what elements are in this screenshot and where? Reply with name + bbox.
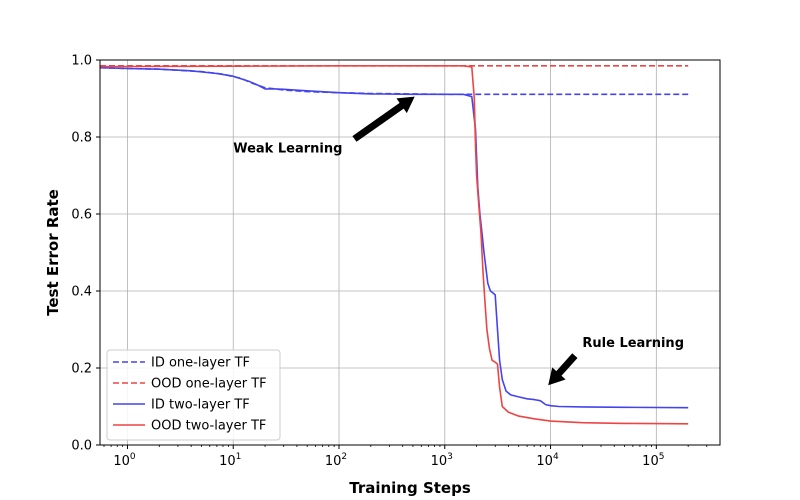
legend-label: ID one-layer TF — [151, 356, 250, 371]
x-tick-label: 105 — [642, 452, 664, 469]
y-tick-label: 0.4 — [71, 285, 92, 300]
y-tick-label: 0.6 — [71, 208, 92, 223]
series-lines — [99, 65, 689, 425]
annotation-text: Weak Learning — [233, 141, 342, 156]
y-tick-label: 0.2 — [71, 362, 92, 377]
y-tick-label: 1.0 — [71, 54, 92, 69]
x-tick-label: 104 — [536, 452, 559, 469]
y-axis-label: Test Error Rate — [44, 189, 62, 316]
x-axis-label: Training Steps — [349, 479, 471, 497]
annotation-arrow — [548, 353, 578, 386]
series-line-id-one-layer-tf — [99, 66, 689, 96]
x-tick-label: 100 — [113, 452, 136, 469]
plot-frame — [99, 59, 721, 446]
x-tick-label: 102 — [325, 452, 347, 469]
legend-label: ID two-layer TF — [151, 398, 250, 413]
y-tick-label: 0.0 — [71, 439, 92, 454]
legend-label: OOD one-layer TF — [151, 377, 267, 392]
annotation-arrow — [352, 96, 415, 142]
legend: ID one-layer TF OOD one-layer TF ID two-la… — [106, 349, 281, 441]
axis-ticks: 100 101 102 103 104 105 0.0 0.2 0.4 0.6 0.8 1.0 — [71, 54, 708, 469]
annotation-text: Rule Learning — [582, 336, 684, 351]
x-tick-label: 101 — [219, 452, 241, 469]
y-tick-label: 0.8 — [71, 131, 92, 146]
series-line-id-two-layer-tf — [99, 66, 689, 409]
legend-box — [106, 349, 281, 441]
series-line-ood-two-layer-tf — [100, 65, 689, 425]
annotations: Weak Learning Rule Learning — [233, 96, 684, 386]
legend-label: OOD two-layer TF — [151, 419, 266, 434]
x-tick-label: 103 — [431, 452, 453, 469]
